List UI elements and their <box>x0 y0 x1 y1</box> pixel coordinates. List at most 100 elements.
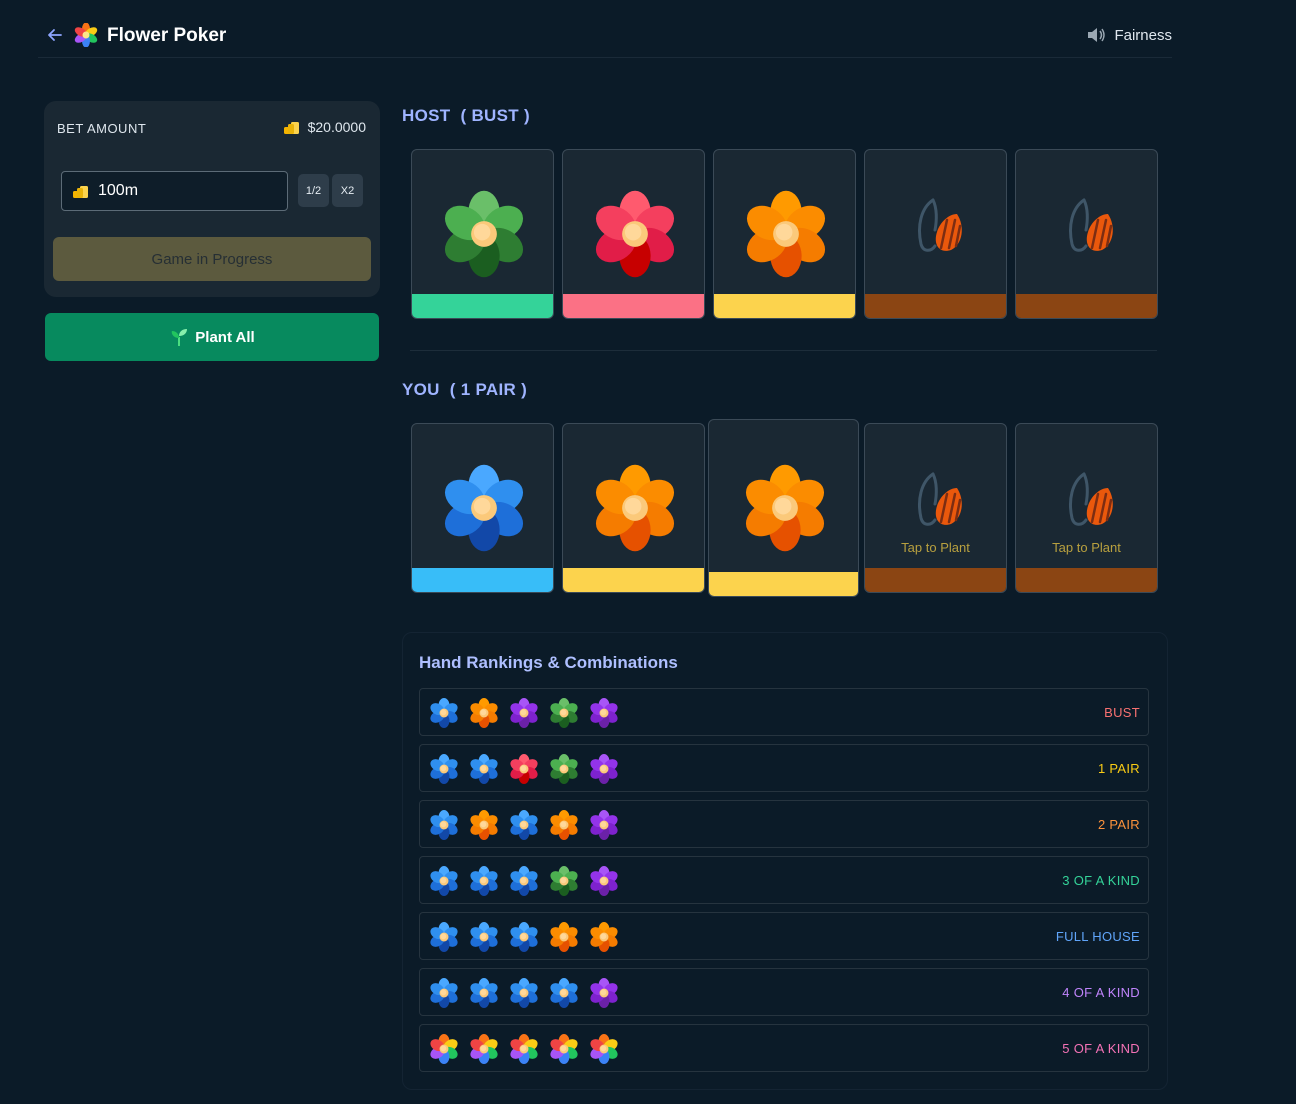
host-card-5[interactable] <box>1015 149 1158 319</box>
host-card-3[interactable] <box>713 149 856 319</box>
seed-icon <box>917 198 962 252</box>
blue-flower-icon <box>470 977 498 1009</box>
green-flower-icon <box>550 753 578 785</box>
bet-amount-label: BET AMOUNT <box>57 121 147 136</box>
card-color-strip <box>865 294 1006 318</box>
orange-flower-icon <box>595 464 674 552</box>
blue-flower-icon <box>430 977 458 1009</box>
rainbow-flower-icon <box>590 1033 618 1065</box>
purple-flower-icon <box>590 977 618 1009</box>
card-color-strip <box>563 568 704 592</box>
tap-to-plant-label: Tap to Plant <box>1052 540 1121 555</box>
sprout-icon <box>172 329 188 346</box>
host-card-1[interactable] <box>411 149 554 319</box>
rainbow-flower-icon <box>510 1033 538 1065</box>
host-card-4[interactable] <box>864 149 1007 319</box>
host-result: ( BUST ) <box>460 106 530 125</box>
arrow-left-icon[interactable] <box>46 26 64 44</box>
blue-flower-icon <box>430 921 458 953</box>
orange-flower-icon <box>470 697 498 729</box>
bet-panel: BET AMOUNT $20.0000 1/2 X2 Game in Progr… <box>44 101 380 297</box>
you-card-3[interactable] <box>708 419 859 597</box>
double-bet-button[interactable]: X2 <box>332 174 363 207</box>
blue-flower-icon <box>510 865 538 897</box>
you-card-2[interactable] <box>562 423 705 593</box>
card-color-strip <box>412 294 553 318</box>
orange-flower-icon <box>745 464 824 552</box>
ranking-name: FULL HOUSE <box>1055 929 1140 944</box>
rankings-title: Hand Rankings & Combinations <box>419 653 678 672</box>
fairness-button[interactable]: Fairness <box>1086 26 1172 44</box>
tap-to-plant-label: Tap to Plant <box>901 540 970 555</box>
host-label: HOST <box>402 106 451 125</box>
purple-flower-icon <box>590 865 618 897</box>
blue-flower-icon <box>470 921 498 953</box>
orange-flower-icon <box>746 190 825 278</box>
card-color-strip <box>412 568 553 592</box>
orange-flower-icon <box>550 809 578 841</box>
hand-rankings-panel: Hand Rankings & Combinations BUST 1 PAIR 2… <box>402 632 1168 1090</box>
seed-icon <box>1068 198 1113 252</box>
blue-flower-icon <box>430 865 458 897</box>
balance-display: $20.0000 <box>283 119 366 135</box>
you-card-1[interactable] <box>411 423 554 593</box>
bet-amount-input[interactable] <box>98 182 278 200</box>
coins-icon <box>73 186 88 198</box>
rainbow-flower-icon <box>430 1033 458 1065</box>
blue-flower-icon <box>510 809 538 841</box>
ranking-row: 2 PAIR <box>419 800 1149 848</box>
ranking-row: FULL HOUSE <box>419 912 1149 960</box>
ranking-name: 3 OF A KIND <box>1062 873 1140 888</box>
game-status-button: Game in Progress <box>53 237 371 281</box>
blue-flower-icon <box>444 464 523 552</box>
blue-flower-icon <box>430 753 458 785</box>
orange-flower-icon <box>470 809 498 841</box>
you-result: ( 1 PAIR ) <box>449 380 528 399</box>
ranking-name: 5 OF A KIND <box>1062 1041 1140 1056</box>
blue-flower-icon <box>430 697 458 729</box>
blue-flower-icon <box>470 753 498 785</box>
plant-all-label: Plant All <box>195 328 255 346</box>
seed-icon <box>917 472 962 526</box>
you-label: YOU <box>402 380 440 399</box>
card-color-strip <box>563 294 704 318</box>
rainbow-flower-icon <box>550 1033 578 1065</box>
blue-flower-icon <box>510 977 538 1009</box>
ranking-name: BUST <box>1104 705 1140 720</box>
speaker-icon[interactable] <box>1086 26 1106 44</box>
card-color-strip <box>1016 294 1157 318</box>
ranking-row: 4 OF A KIND <box>419 968 1149 1016</box>
host-card-2[interactable] <box>562 149 705 319</box>
ranking-name: 1 PAIR <box>1097 761 1140 776</box>
green-flower-icon <box>550 865 578 897</box>
orange-flower-icon <box>590 921 618 953</box>
purple-flower-icon <box>590 697 618 729</box>
bet-amount-input-wrapper[interactable] <box>61 171 288 211</box>
ranking-row: 1 PAIR <box>419 744 1149 792</box>
rainbow-flower-logo <box>74 23 98 47</box>
red-flower-icon <box>510 753 538 785</box>
section-divider <box>410 350 1157 351</box>
ranking-row: 5 OF A KIND <box>419 1024 1149 1072</box>
blue-flower-icon <box>550 977 578 1009</box>
balance-value: $20.0000 <box>307 119 366 135</box>
orange-flower-icon <box>550 921 578 953</box>
top-bar: Flower Poker Fairness <box>38 14 1172 58</box>
ranking-row: 3 OF A KIND <box>419 856 1149 904</box>
blue-flower-icon <box>470 865 498 897</box>
half-bet-button[interactable]: 1/2 <box>298 174 329 207</box>
you-card-4[interactable]: Tap to Plant <box>864 423 1007 593</box>
green-flower-icon <box>444 190 523 278</box>
blue-flower-icon <box>510 921 538 953</box>
ranking-name: 4 OF A KIND <box>1062 985 1140 1000</box>
ranking-name: 2 PAIR <box>1097 817 1140 832</box>
card-color-strip <box>714 294 855 318</box>
coins-icon <box>283 122 299 134</box>
page-title: Flower Poker <box>107 25 227 46</box>
plant-all-button[interactable]: Plant All <box>45 313 379 361</box>
you-card-5[interactable]: Tap to Plant <box>1015 423 1158 593</box>
card-color-strip <box>1016 568 1157 592</box>
purple-flower-icon <box>590 809 618 841</box>
card-color-strip <box>865 568 1006 592</box>
card-color-strip <box>709 572 858 596</box>
